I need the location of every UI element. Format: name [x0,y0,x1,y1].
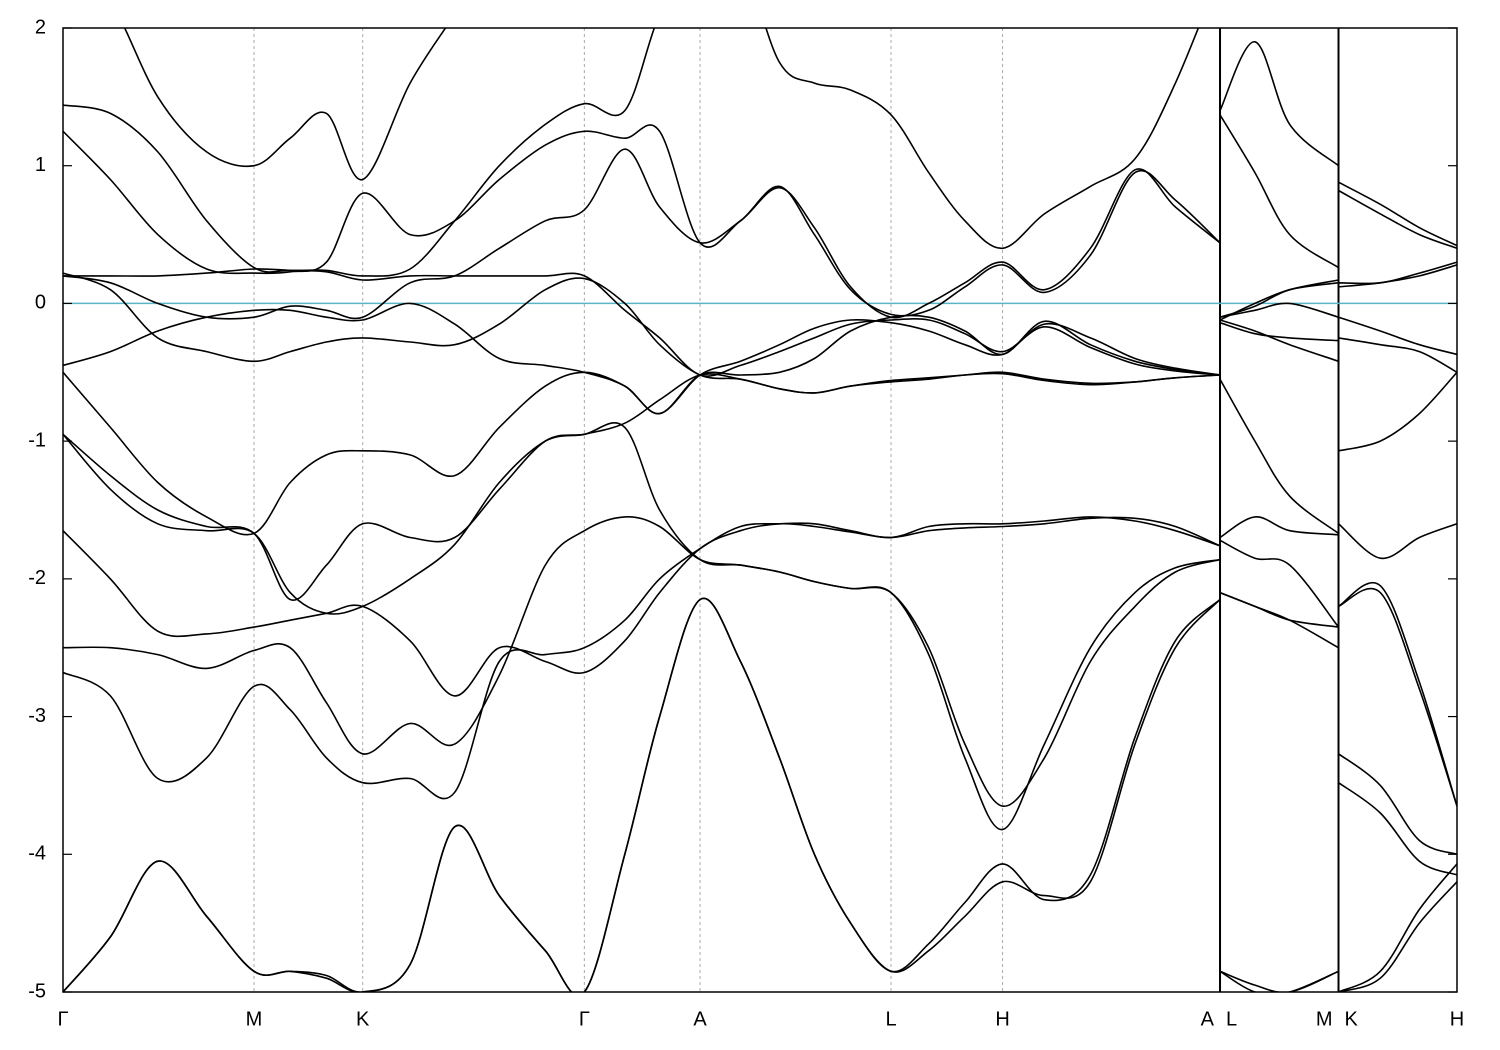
y-tick-label: -2 [28,567,46,589]
y-tick-label: 1 [35,154,46,176]
band-line [63,28,1457,277]
x-tick-label: K [356,1008,370,1030]
grid-layer [253,28,1340,992]
y-tick-label: -5 [28,980,46,1002]
band-line [63,422,1457,807]
band-layer [63,28,1457,992]
x-tick-label: Γ [57,1008,68,1030]
x-tick-label: L [885,1008,896,1030]
band-line [63,516,1457,807]
y-tick-label: 0 [35,292,46,314]
x-tick-label: Γ [579,1008,590,1030]
y-tick-label: -3 [28,705,46,727]
x-tick-label: L [1226,1008,1237,1030]
x-tick-label: K [1345,1008,1359,1030]
x-tick-label: H [1450,1008,1464,1030]
x-tick-label: M [246,1008,263,1030]
x-tick-label: A [1201,1008,1215,1030]
band-line [63,597,1457,992]
band-line [63,371,1457,615]
band-line [63,516,1457,876]
band-line [123,28,447,181]
band-line [63,268,1457,377]
plot-frame [62,27,1458,993]
y-tick-label: -1 [28,429,46,451]
x-tick-label: A [693,1008,707,1030]
band-line [63,114,1457,319]
band-line [63,318,1457,536]
x-tick-label: H [995,1008,1009,1030]
band-line [63,516,1457,856]
band-line [63,597,1457,992]
y-tick-label: 2 [35,16,46,38]
y-tick-label: -4 [28,843,46,865]
x-tick-label: M [1316,1008,1333,1030]
band-line [63,148,1457,320]
